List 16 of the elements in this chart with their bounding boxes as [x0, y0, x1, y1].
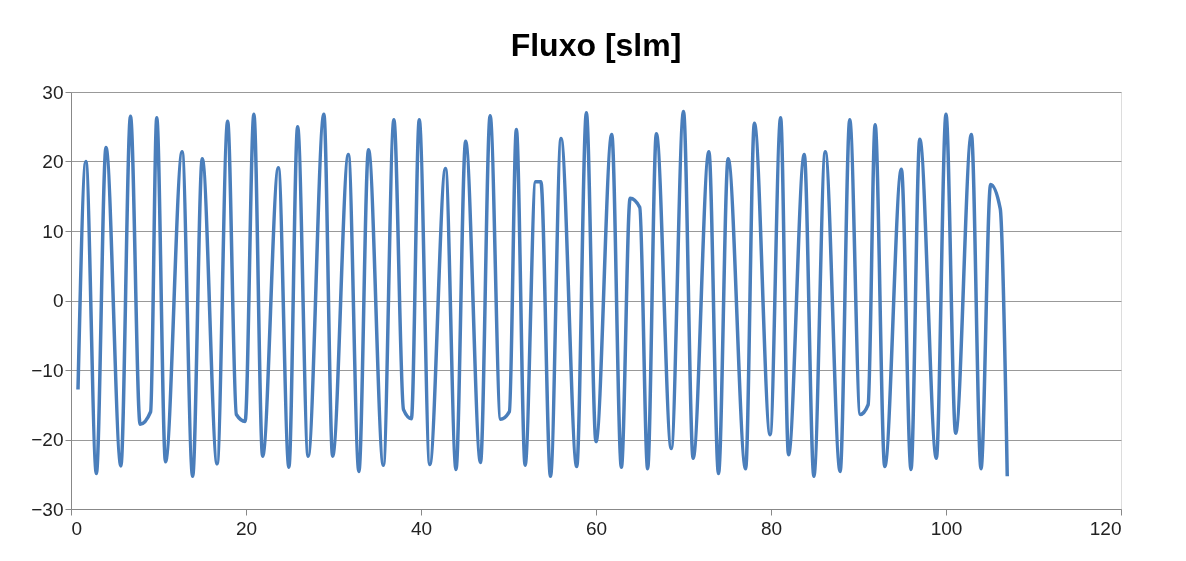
x-tick-label: 100: [930, 517, 963, 539]
x-tick-label: 120: [1089, 517, 1122, 539]
y-tick-label: 20: [42, 151, 64, 172]
chart-title: Fluxo [slm]: [510, 27, 682, 63]
x-tick-label: 80: [760, 517, 783, 539]
y-tick-label: 30: [42, 81, 64, 103]
x-tick-label: 0: [71, 517, 83, 539]
y-tick-label: −30: [31, 498, 64, 520]
y-tick-label: 10: [42, 220, 64, 242]
x-tick-label: 60: [585, 517, 608, 539]
x-tick-label: 20: [235, 517, 258, 539]
line-series: [76, 109, 1009, 479]
y-tick-label: −10: [31, 359, 64, 381]
y-tick-label: 0: [52, 290, 64, 311]
y-tick-label: −20: [31, 429, 64, 450]
x-tick-label: 40: [410, 517, 433, 539]
